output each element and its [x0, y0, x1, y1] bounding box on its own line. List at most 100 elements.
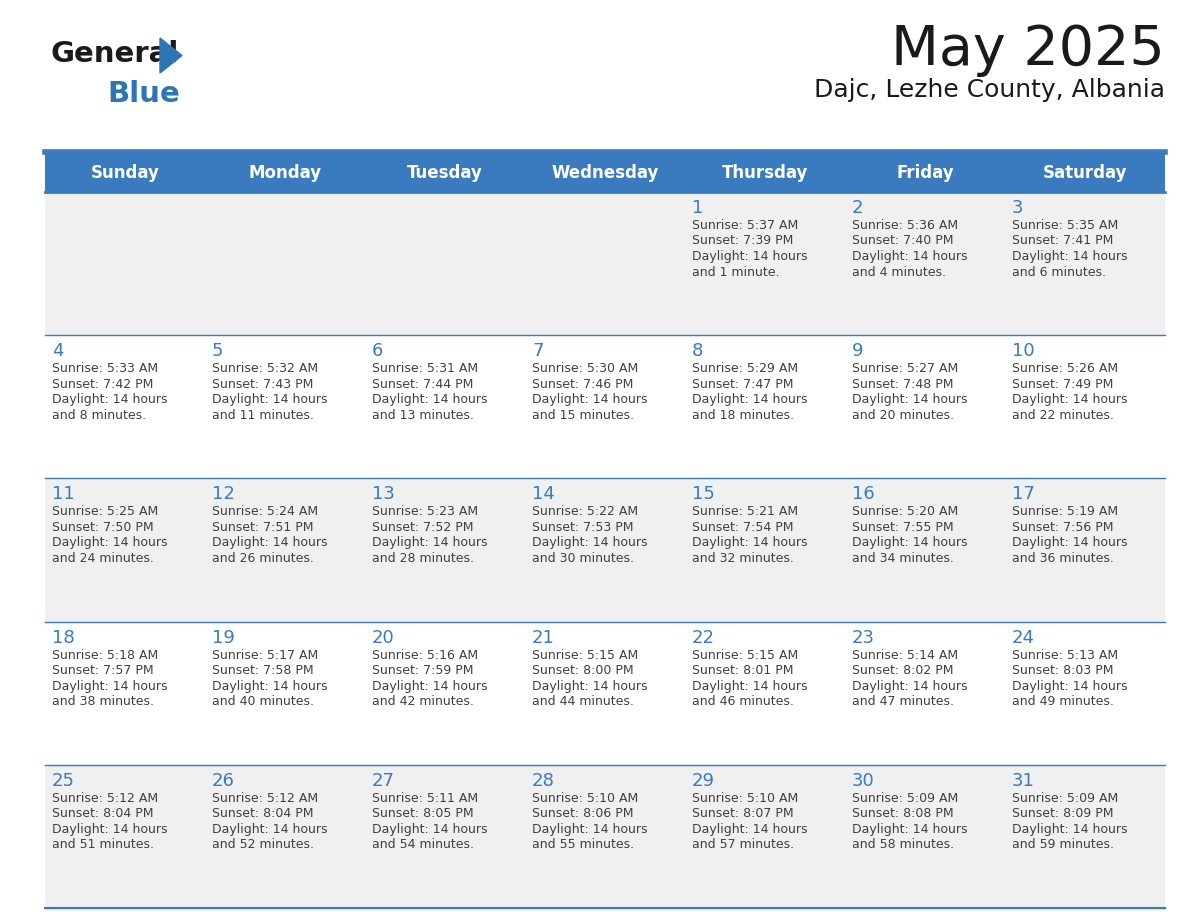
- Text: Daylight: 14 hours: Daylight: 14 hours: [852, 250, 967, 263]
- Text: Sunset: 8:05 PM: Sunset: 8:05 PM: [372, 807, 474, 821]
- Text: 24: 24: [1012, 629, 1035, 646]
- Text: Sunrise: 5:35 AM: Sunrise: 5:35 AM: [1012, 219, 1118, 232]
- Text: 25: 25: [52, 772, 75, 789]
- Text: and 18 minutes.: and 18 minutes.: [691, 409, 794, 421]
- Text: and 6 minutes.: and 6 minutes.: [1012, 265, 1106, 278]
- Text: Daylight: 14 hours: Daylight: 14 hours: [372, 536, 487, 549]
- Text: 16: 16: [852, 486, 874, 503]
- Bar: [45, 335, 1165, 478]
- Bar: [1005, 154, 1165, 192]
- Text: Sunset: 7:59 PM: Sunset: 7:59 PM: [372, 664, 474, 677]
- Text: Sunrise: 5:20 AM: Sunrise: 5:20 AM: [852, 506, 959, 519]
- Text: Daylight: 14 hours: Daylight: 14 hours: [1012, 679, 1127, 692]
- Text: Sunset: 7:52 PM: Sunset: 7:52 PM: [372, 521, 474, 534]
- Text: Saturday: Saturday: [1043, 164, 1127, 182]
- Text: Sunset: 8:04 PM: Sunset: 8:04 PM: [211, 807, 314, 821]
- Text: 5: 5: [211, 342, 223, 360]
- Text: 30: 30: [852, 772, 874, 789]
- Text: Sunrise: 5:29 AM: Sunrise: 5:29 AM: [691, 363, 798, 375]
- Text: 9: 9: [852, 342, 864, 360]
- Text: Daylight: 14 hours: Daylight: 14 hours: [532, 393, 647, 406]
- Text: 7: 7: [532, 342, 543, 360]
- Text: Sunset: 7:50 PM: Sunset: 7:50 PM: [52, 521, 153, 534]
- Polygon shape: [160, 38, 182, 73]
- Text: 13: 13: [372, 486, 394, 503]
- Text: Sunset: 8:07 PM: Sunset: 8:07 PM: [691, 807, 794, 821]
- Text: and 42 minutes.: and 42 minutes.: [372, 695, 474, 708]
- Text: and 49 minutes.: and 49 minutes.: [1012, 695, 1114, 708]
- Text: and 46 minutes.: and 46 minutes.: [691, 695, 794, 708]
- Text: and 34 minutes.: and 34 minutes.: [852, 552, 954, 565]
- Text: Sunset: 8:00 PM: Sunset: 8:00 PM: [532, 664, 633, 677]
- Text: Sunrise: 5:37 AM: Sunrise: 5:37 AM: [691, 219, 798, 232]
- Text: and 32 minutes.: and 32 minutes.: [691, 552, 794, 565]
- Text: Sunrise: 5:17 AM: Sunrise: 5:17 AM: [211, 649, 318, 662]
- Text: Daylight: 14 hours: Daylight: 14 hours: [852, 393, 967, 406]
- Text: and 55 minutes.: and 55 minutes.: [532, 838, 634, 851]
- Text: 15: 15: [691, 486, 715, 503]
- Text: Daylight: 14 hours: Daylight: 14 hours: [691, 393, 808, 406]
- Text: 31: 31: [1012, 772, 1035, 789]
- Text: and 4 minutes.: and 4 minutes.: [852, 265, 946, 278]
- Text: Daylight: 14 hours: Daylight: 14 hours: [852, 679, 967, 692]
- Text: Daylight: 14 hours: Daylight: 14 hours: [532, 823, 647, 835]
- Bar: [45, 621, 1165, 765]
- Text: and 38 minutes.: and 38 minutes.: [52, 695, 154, 708]
- Text: Sunrise: 5:36 AM: Sunrise: 5:36 AM: [852, 219, 959, 232]
- Bar: [206, 154, 365, 192]
- Text: Sunset: 7:39 PM: Sunset: 7:39 PM: [691, 234, 794, 248]
- Text: Sunset: 7:42 PM: Sunset: 7:42 PM: [52, 377, 153, 391]
- Text: Sunset: 8:06 PM: Sunset: 8:06 PM: [532, 807, 633, 821]
- Text: 8: 8: [691, 342, 703, 360]
- Text: Tuesday: Tuesday: [407, 164, 484, 182]
- Text: 6: 6: [372, 342, 384, 360]
- Text: and 13 minutes.: and 13 minutes.: [372, 409, 474, 421]
- Text: and 40 minutes.: and 40 minutes.: [211, 695, 314, 708]
- Text: Sunrise: 5:12 AM: Sunrise: 5:12 AM: [211, 792, 318, 805]
- Text: and 15 minutes.: and 15 minutes.: [532, 409, 634, 421]
- Text: 27: 27: [372, 772, 394, 789]
- Text: Daylight: 14 hours: Daylight: 14 hours: [1012, 250, 1127, 263]
- Text: Sunrise: 5:32 AM: Sunrise: 5:32 AM: [211, 363, 318, 375]
- Text: Sunrise: 5:13 AM: Sunrise: 5:13 AM: [1012, 649, 1118, 662]
- Text: Daylight: 14 hours: Daylight: 14 hours: [211, 536, 328, 549]
- Text: Daylight: 14 hours: Daylight: 14 hours: [691, 250, 808, 263]
- Text: Daylight: 14 hours: Daylight: 14 hours: [852, 536, 967, 549]
- Bar: [45, 154, 206, 192]
- Text: 23: 23: [852, 629, 876, 646]
- Text: Daylight: 14 hours: Daylight: 14 hours: [52, 679, 168, 692]
- Text: Daylight: 14 hours: Daylight: 14 hours: [691, 679, 808, 692]
- Text: Daylight: 14 hours: Daylight: 14 hours: [372, 679, 487, 692]
- Text: Dajc, Lezhe County, Albania: Dajc, Lezhe County, Albania: [814, 78, 1165, 102]
- Text: and 26 minutes.: and 26 minutes.: [211, 552, 314, 565]
- Text: and 1 minute.: and 1 minute.: [691, 265, 779, 278]
- Text: May 2025: May 2025: [891, 23, 1165, 77]
- Text: and 20 minutes.: and 20 minutes.: [852, 409, 954, 421]
- Text: Sunset: 7:51 PM: Sunset: 7:51 PM: [211, 521, 314, 534]
- Text: Sunday: Sunday: [90, 164, 159, 182]
- Text: Sunrise: 5:16 AM: Sunrise: 5:16 AM: [372, 649, 478, 662]
- Bar: [845, 154, 1005, 192]
- Text: and 59 minutes.: and 59 minutes.: [1012, 838, 1114, 851]
- Text: Sunrise: 5:09 AM: Sunrise: 5:09 AM: [1012, 792, 1118, 805]
- Text: Sunrise: 5:11 AM: Sunrise: 5:11 AM: [372, 792, 478, 805]
- Text: Sunrise: 5:22 AM: Sunrise: 5:22 AM: [532, 506, 638, 519]
- Text: Sunrise: 5:27 AM: Sunrise: 5:27 AM: [852, 363, 959, 375]
- Text: 14: 14: [532, 486, 555, 503]
- Text: Daylight: 14 hours: Daylight: 14 hours: [211, 679, 328, 692]
- Text: Sunrise: 5:31 AM: Sunrise: 5:31 AM: [372, 363, 478, 375]
- Text: 10: 10: [1012, 342, 1035, 360]
- Text: Sunrise: 5:10 AM: Sunrise: 5:10 AM: [691, 792, 798, 805]
- Text: Daylight: 14 hours: Daylight: 14 hours: [52, 536, 168, 549]
- Text: Sunset: 7:53 PM: Sunset: 7:53 PM: [532, 521, 633, 534]
- Text: and 47 minutes.: and 47 minutes.: [852, 695, 954, 708]
- Text: Sunset: 8:04 PM: Sunset: 8:04 PM: [52, 807, 153, 821]
- Text: Daylight: 14 hours: Daylight: 14 hours: [211, 393, 328, 406]
- Text: Sunset: 8:01 PM: Sunset: 8:01 PM: [691, 664, 794, 677]
- Bar: [45, 765, 1165, 908]
- Text: Sunrise: 5:12 AM: Sunrise: 5:12 AM: [52, 792, 158, 805]
- Text: Sunrise: 5:23 AM: Sunrise: 5:23 AM: [372, 506, 478, 519]
- Text: 12: 12: [211, 486, 235, 503]
- Text: Sunset: 8:03 PM: Sunset: 8:03 PM: [1012, 664, 1113, 677]
- Text: Sunrise: 5:14 AM: Sunrise: 5:14 AM: [852, 649, 959, 662]
